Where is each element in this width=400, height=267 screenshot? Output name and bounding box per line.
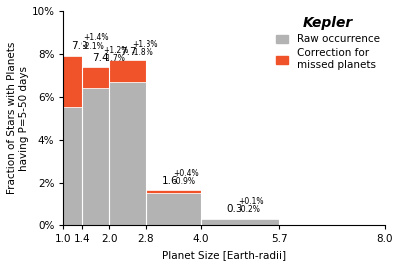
Text: +0.1%: +0.1% [238, 197, 264, 206]
Text: -1.7%: -1.7% [104, 54, 126, 63]
Bar [109, 82, 146, 225]
Bar [146, 190, 201, 193]
Text: +1.4%: +1.4% [83, 33, 108, 42]
Legend: Raw occurrence, Correction for
missed planets: Raw occurrence, Correction for missed pl… [276, 16, 380, 70]
Bar [63, 108, 82, 225]
Bar [109, 60, 146, 82]
Bar [63, 56, 82, 108]
Text: +0.4%: +0.4% [173, 169, 199, 178]
Text: 7.7: 7.7 [120, 47, 137, 57]
Bar [146, 193, 201, 225]
Text: 7.9: 7.9 [71, 41, 88, 51]
Y-axis label: Fraction of Stars with Planets
having P=5-50 days: Fraction of Stars with Planets having P=… [7, 42, 28, 194]
Text: 1.6: 1.6 [162, 176, 178, 186]
Bar [201, 219, 279, 225]
Text: -0.9%: -0.9% [173, 178, 195, 186]
X-axis label: Planet Size [Earth-radii]: Planet Size [Earth-radii] [162, 250, 286, 260]
Bar [82, 67, 109, 88]
Text: -0.2%: -0.2% [238, 205, 260, 214]
Text: -1.8%: -1.8% [132, 48, 154, 57]
Text: 7.4: 7.4 [92, 53, 108, 63]
Text: -2.1%: -2.1% [83, 42, 105, 51]
Text: 0.3: 0.3 [227, 204, 243, 214]
Bar [82, 88, 109, 225]
Text: +1.3%: +1.3% [132, 40, 158, 49]
Text: +1.2%: +1.2% [104, 46, 129, 55]
